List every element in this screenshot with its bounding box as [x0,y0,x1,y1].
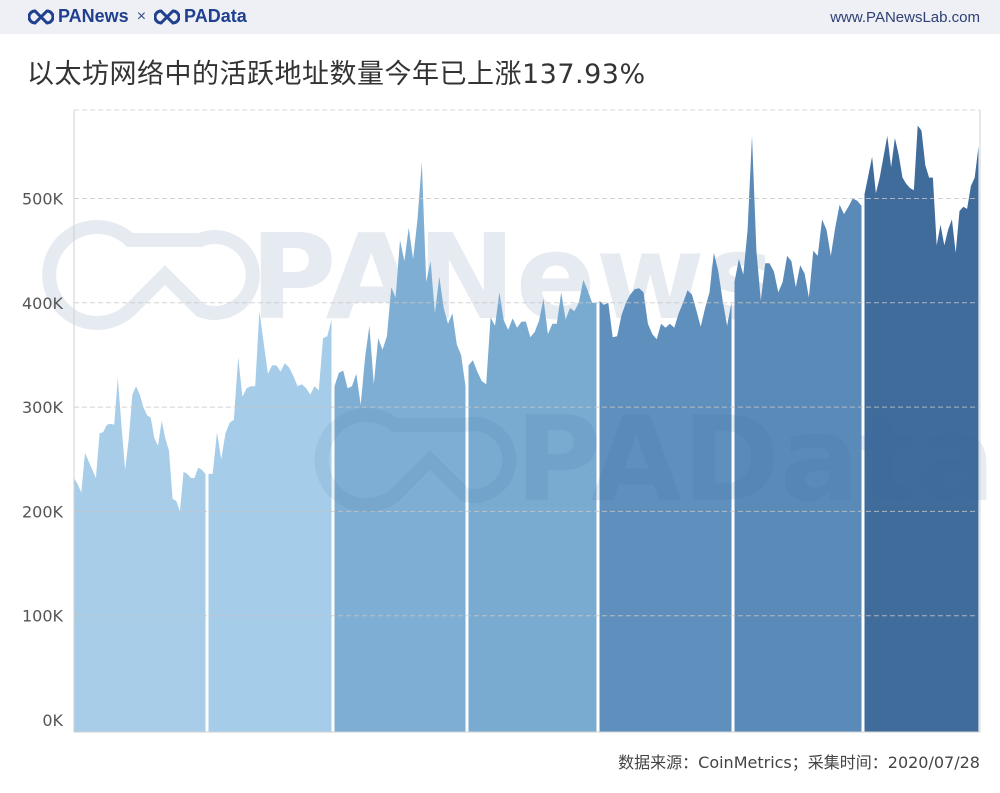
brand-panews: PANews [58,6,129,26]
source-footer: 数据来源：CoinMetrics；采集时间：2020/07/28 [618,753,980,772]
y-tick-label: 400K [22,294,64,313]
brand-padata: PAData [184,6,247,26]
grid-lines [74,109,980,617]
chart-title: 以太坊网络中的活跃地址数量今年已上涨137.93% [27,59,646,90]
brand-logos: PANews × PAData [28,6,247,27]
y-tick-label: 300K [22,398,64,417]
y-tick-label: 500K [22,190,64,209]
panews-logo-icon [28,8,54,25]
area-2020-03 [334,162,466,732]
top-banner: PANews × PAData www.PANewsLab.com [0,0,1000,34]
y-tick-label: 100K [22,607,64,626]
padata-logo-icon [154,8,181,25]
area-2020-06 [734,135,862,732]
watermark-overlay: PAData [314,390,996,528]
y-tick-label: 0K [42,711,63,730]
chart-axes: 0K 100K 200K 300K 400K 500K [22,110,981,733]
chart-areas [74,125,979,732]
y-tick-label: 200K [22,502,64,521]
brand-separator: × [136,7,147,25]
area-2020-07 [864,125,979,732]
area-2020-02 [208,311,332,732]
area-2020-01 [74,377,206,732]
watermark-logo-icon-2 [314,408,517,512]
area-2020-04 [468,279,597,732]
watermark-logo-icon [42,220,260,330]
area-2020-05 [599,252,732,732]
watermark-padata: PAData [515,390,996,528]
website-link[interactable]: www.PANewsLab.com [830,9,980,26]
